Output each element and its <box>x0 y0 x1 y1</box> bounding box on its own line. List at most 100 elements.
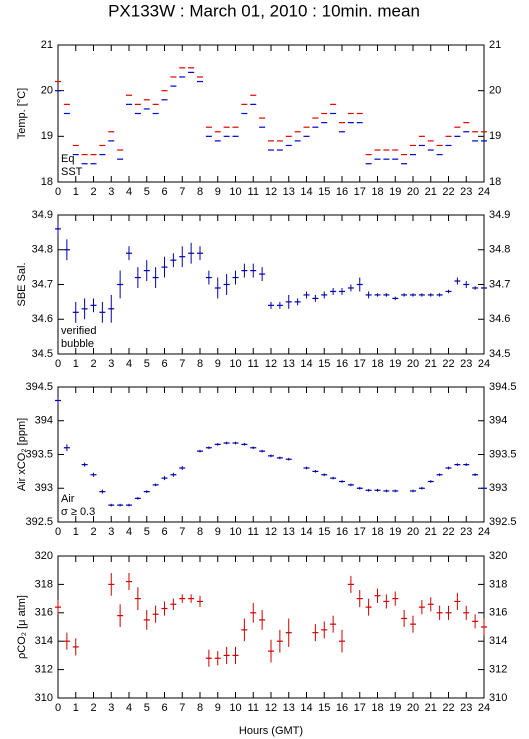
x-axis-label: Hours (GMT) <box>239 725 303 737</box>
x-tick-label: 10 <box>229 702 241 714</box>
x-tick-label: 21 <box>425 186 437 198</box>
x-tick-label: 0 <box>55 702 61 714</box>
x-tick-label: 4 <box>126 702 132 714</box>
x-tick-label: 18 <box>371 358 383 370</box>
x-tick-label: 24 <box>478 702 490 714</box>
y-tick-label: 21 <box>489 39 501 51</box>
x-tick-label: 2 <box>90 186 96 198</box>
legend-entry: bubble <box>61 338 94 350</box>
y-tick-label: 394.5 <box>25 381 53 393</box>
x-tick-label: 5 <box>144 186 150 198</box>
y-tick-label: 393.5 <box>25 448 53 460</box>
x-tick-label: 19 <box>389 526 401 538</box>
x-tick-label: 17 <box>354 186 366 198</box>
x-tick-label: 4 <box>126 186 132 198</box>
y-tick-label: 21 <box>41 39 53 51</box>
x-tick-label: 13 <box>283 702 295 714</box>
y-tick-label: 393.5 <box>489 448 517 460</box>
y-tick-label: 392.5 <box>489 516 517 528</box>
x-tick-label: 2 <box>90 702 96 714</box>
plot-frame <box>57 44 485 183</box>
plot-frame <box>57 555 485 699</box>
y-axis-label: Air xCO₂ [ppm] <box>16 418 28 491</box>
x-tick-label: 24 <box>478 526 490 538</box>
x-tick-label: 17 <box>354 358 366 370</box>
x-tick-label: 22 <box>442 526 454 538</box>
x-tick-label: 21 <box>425 526 437 538</box>
x-tick-label: 8 <box>197 702 203 714</box>
y-tick-label: 34.5 <box>489 348 510 360</box>
y-tick-label: 316 <box>489 607 507 619</box>
x-tick-label: 22 <box>442 702 454 714</box>
x-tick-label: 6 <box>161 186 167 198</box>
x-tick-label: 15 <box>318 358 330 370</box>
x-tick-label: 11 <box>248 358 259 370</box>
x-tick-label: 3 <box>108 186 114 198</box>
x-tick-label: 4 <box>126 358 132 370</box>
x-tick-label: 7 <box>179 702 185 714</box>
x-tick-label: 8 <box>197 358 203 370</box>
y-tick-label: 392.5 <box>25 516 53 528</box>
x-tick-label: 1 <box>73 702 79 714</box>
x-tick-label: 1 <box>73 358 79 370</box>
x-tick-label: 12 <box>265 186 277 198</box>
y-tick-label: 34.5 <box>32 348 53 360</box>
y-tick-label: 314 <box>489 635 507 647</box>
y-tick-label: 393 <box>489 482 507 494</box>
x-tick-label: 5 <box>144 526 150 538</box>
x-tick-label: 3 <box>108 526 114 538</box>
y-tick-label: 394 <box>489 415 507 427</box>
x-tick-label: 12 <box>265 358 277 370</box>
x-tick-label: 22 <box>442 186 454 198</box>
x-tick-label: 19 <box>389 186 401 198</box>
x-tick-label: 15 <box>318 526 330 538</box>
x-tick-label: 19 <box>389 358 401 370</box>
legend-entry: Air <box>61 493 75 505</box>
y-tick-label: 34.9 <box>489 209 510 221</box>
x-tick-label: 14 <box>300 526 312 538</box>
x-tick-label: 12 <box>265 702 277 714</box>
y-tick-label: 312 <box>489 664 507 676</box>
y-tick-label: 34.9 <box>32 209 53 221</box>
legend-entry: SST <box>61 166 83 178</box>
x-tick-label: 20 <box>407 702 419 714</box>
x-tick-label: 7 <box>179 186 185 198</box>
x-tick-label: 18 <box>371 186 383 198</box>
y-tick-label: 318 <box>489 578 507 590</box>
y-tick-label: 20 <box>489 85 501 97</box>
y-tick-label: 34.6 <box>489 313 510 325</box>
y-tick-label: 312 <box>35 664 53 676</box>
x-tick-label: 23 <box>460 702 472 714</box>
x-tick-label: 23 <box>460 526 472 538</box>
x-tick-label: 21 <box>425 358 437 370</box>
x-tick-label: 7 <box>179 358 185 370</box>
x-tick-label: 11 <box>248 526 259 538</box>
x-tick-label: 3 <box>108 702 114 714</box>
x-tick-label: 19 <box>389 702 401 714</box>
y-tick-label: 394 <box>35 415 53 427</box>
x-tick-label: 1 <box>73 186 79 198</box>
y-tick-label: 34.7 <box>489 278 510 290</box>
y-tick-label: 310 <box>489 692 507 704</box>
x-tick-label: 14 <box>300 358 312 370</box>
x-tick-label: 9 <box>215 702 221 714</box>
y-axis-label: SBE Sal. <box>16 262 28 306</box>
x-tick-label: 4 <box>126 526 132 538</box>
x-tick-label: 2 <box>90 526 96 538</box>
x-tick-label: 20 <box>407 186 419 198</box>
x-tick-label: 20 <box>407 526 419 538</box>
x-tick-label: 16 <box>336 702 348 714</box>
x-tick-label: 2 <box>90 358 96 370</box>
x-tick-label: 18 <box>371 702 383 714</box>
legend-entry: σ ≥ 0.3 <box>61 506 95 518</box>
y-tick-label: 34.6 <box>32 313 53 325</box>
y-tick-label: 310 <box>35 692 53 704</box>
x-tick-label: 23 <box>460 358 472 370</box>
x-tick-label: 0 <box>55 186 61 198</box>
y-tick-label: 18 <box>41 176 53 188</box>
x-tick-label: 0 <box>55 358 61 370</box>
x-tick-label: 12 <box>265 526 277 538</box>
x-tick-label: 14 <box>300 186 312 198</box>
x-tick-label: 23 <box>460 186 472 198</box>
